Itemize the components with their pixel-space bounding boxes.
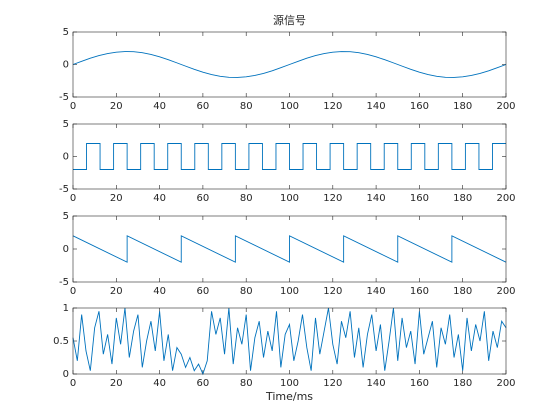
axes-box (72, 215, 507, 283)
x-tick-label: 0 (70, 286, 76, 297)
x-tick-label: 180 (453, 193, 472, 204)
x-tick-label: 200 (496, 286, 515, 297)
x-tick-label: 120 (323, 101, 342, 112)
y-tick-label: 5 (63, 119, 69, 130)
x-tick-label: 180 (453, 286, 472, 297)
x-tick-label: 160 (410, 193, 429, 204)
x-tick-label: 60 (197, 286, 210, 297)
y-tick-label: 1 (63, 303, 69, 314)
axes-box (72, 31, 507, 98)
x-tick-label: 140 (367, 378, 386, 389)
x-tick-label: 100 (280, 101, 299, 112)
x-tick-label: 120 (323, 286, 342, 297)
x-tick-label: 60 (197, 193, 210, 204)
x-tick-label: 140 (367, 286, 386, 297)
y-tick-label: -5 (59, 184, 69, 195)
x-tick-label: 20 (110, 286, 123, 297)
y-tick-label: 0 (63, 60, 69, 71)
x-tick-label: 140 (367, 193, 386, 204)
x-tick-label: 120 (323, 378, 342, 389)
signal-line (72, 51, 507, 78)
x-tick-label: 160 (410, 101, 429, 112)
signal-line (73, 143, 506, 170)
x-tick-label: 20 (110, 378, 123, 389)
x-tick-label: 200 (496, 193, 515, 204)
signal-line (72, 235, 507, 263)
x-tick-label: 80 (240, 378, 253, 389)
x-tick-label: 20 (110, 101, 123, 112)
x-tick-label: 80 (240, 101, 253, 112)
x-tick-label: 20 (110, 193, 123, 204)
x-tick-label: 160 (410, 378, 429, 389)
x-tick-label: 160 (410, 286, 429, 297)
x-tick-label: 0 (70, 378, 76, 389)
x-tick-label: 80 (240, 193, 253, 204)
x-tick-label: 100 (280, 193, 299, 204)
x-tick-label: 180 (453, 101, 472, 112)
y-tick-label: -5 (59, 277, 69, 288)
x-tick-label: 40 (153, 193, 166, 204)
x-tick-label: 100 (280, 286, 299, 297)
x-tick-label: 180 (453, 378, 472, 389)
x-tick-label: 60 (197, 378, 210, 389)
axes-box (72, 123, 507, 190)
x-axis-label: Time/ms (265, 390, 313, 403)
x-tick-label: 100 (280, 378, 299, 389)
x-tick-label: 40 (153, 101, 166, 112)
x-tick-label: 140 (367, 101, 386, 112)
chart-title: 源信号 (273, 13, 306, 27)
x-tick-label: 0 (70, 193, 76, 204)
y-tick-label: 5 (63, 211, 69, 222)
y-tick-label: 5 (63, 27, 69, 38)
signal-line (72, 307, 507, 376)
x-tick-label: 120 (323, 193, 342, 204)
y-tick-label: 0 (63, 152, 69, 163)
x-tick-label: 200 (496, 101, 515, 112)
x-tick-label: 0 (70, 101, 76, 112)
y-tick-label: 0 (63, 244, 69, 255)
x-tick-label: 40 (153, 378, 166, 389)
x-tick-label: 200 (496, 378, 515, 389)
x-tick-label: 80 (240, 286, 253, 297)
y-tick-label: 0.5 (53, 336, 69, 347)
y-tick-label: -5 (59, 92, 69, 103)
y-tick-label: 0 (63, 369, 69, 380)
x-tick-label: 60 (197, 101, 210, 112)
x-tick-label: 40 (153, 286, 166, 297)
axes-box (72, 307, 507, 375)
